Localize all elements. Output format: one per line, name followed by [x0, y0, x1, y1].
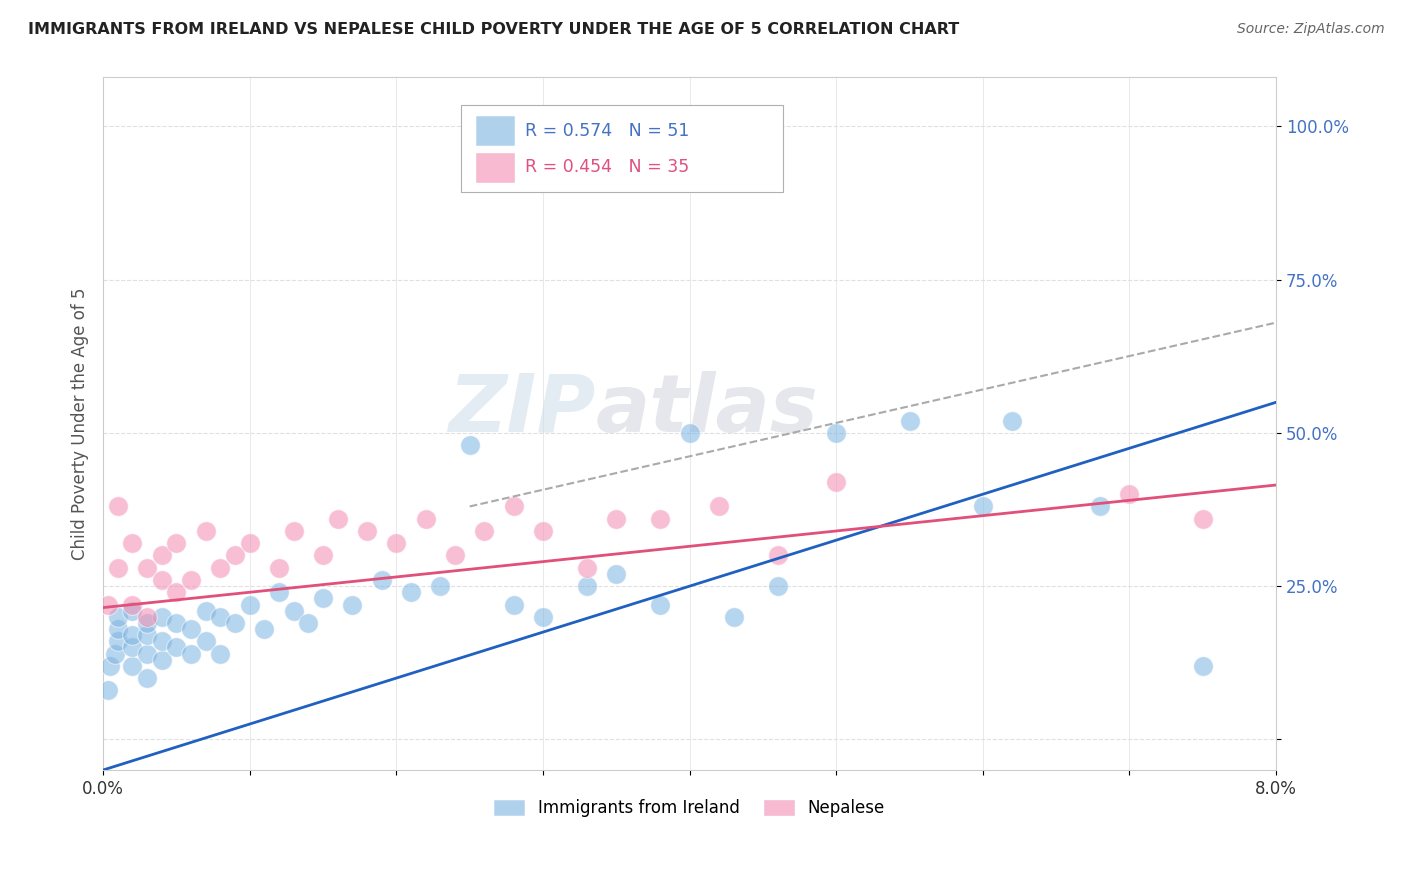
- Point: [165, 640, 187, 655]
- Point: [180, 647, 202, 661]
- Point: [502, 500, 524, 514]
- Point: [150, 549, 173, 563]
- Point: [121, 640, 143, 655]
- Point: [312, 591, 335, 606]
- Point: [107, 500, 129, 514]
- Point: [766, 549, 789, 563]
- Point: [678, 425, 700, 440]
- Point: [531, 609, 554, 624]
- Point: [267, 585, 290, 599]
- Point: [100, 658, 122, 673]
- Point: [107, 560, 129, 574]
- Point: [136, 609, 159, 624]
- Point: [121, 604, 143, 618]
- Text: Source: ZipAtlas.com: Source: ZipAtlas.com: [1237, 22, 1385, 37]
- Point: [472, 524, 495, 538]
- Y-axis label: Child Poverty Under the Age of 5: Child Poverty Under the Age of 5: [72, 287, 89, 560]
- Point: [136, 671, 159, 685]
- Point: [194, 604, 217, 618]
- Text: atlas: atlas: [596, 371, 818, 449]
- Point: [96, 683, 118, 698]
- Point: [107, 622, 129, 636]
- Text: R = 0.454   N = 35: R = 0.454 N = 35: [526, 159, 690, 177]
- Point: [121, 536, 143, 550]
- Point: [385, 536, 408, 550]
- Point: [458, 438, 481, 452]
- Point: [150, 573, 173, 587]
- Point: [356, 524, 378, 538]
- Point: [107, 634, 129, 648]
- FancyBboxPatch shape: [477, 153, 513, 182]
- Point: [575, 560, 598, 574]
- Point: [267, 560, 290, 574]
- Point: [107, 609, 129, 624]
- Point: [399, 585, 422, 599]
- Point: [444, 549, 467, 563]
- Point: [297, 615, 319, 630]
- Point: [253, 622, 276, 636]
- Point: [209, 560, 232, 574]
- Point: [136, 560, 159, 574]
- Point: [575, 579, 598, 593]
- Point: [239, 598, 262, 612]
- Point: [150, 609, 173, 624]
- FancyBboxPatch shape: [461, 105, 783, 192]
- Point: [1001, 414, 1024, 428]
- Point: [194, 634, 217, 648]
- Point: [1191, 658, 1213, 673]
- Point: [605, 566, 627, 581]
- Point: [209, 647, 232, 661]
- Point: [121, 628, 143, 642]
- Point: [1118, 487, 1140, 501]
- Point: [209, 609, 232, 624]
- Point: [150, 653, 173, 667]
- Point: [283, 604, 305, 618]
- Point: [342, 598, 364, 612]
- Point: [650, 598, 672, 612]
- Point: [312, 549, 335, 563]
- Point: [165, 585, 187, 599]
- Point: [650, 512, 672, 526]
- Point: [1191, 512, 1213, 526]
- Point: [370, 573, 392, 587]
- Point: [121, 658, 143, 673]
- Point: [224, 615, 246, 630]
- Point: [165, 536, 187, 550]
- Point: [136, 628, 159, 642]
- Point: [121, 598, 143, 612]
- Point: [723, 609, 745, 624]
- Point: [136, 615, 159, 630]
- Point: [136, 647, 159, 661]
- Point: [104, 647, 127, 661]
- Text: R = 0.574   N = 51: R = 0.574 N = 51: [526, 122, 690, 140]
- Point: [150, 634, 173, 648]
- Point: [283, 524, 305, 538]
- Text: IMMIGRANTS FROM IRELAND VS NEPALESE CHILD POVERTY UNDER THE AGE OF 5 CORRELATION: IMMIGRANTS FROM IRELAND VS NEPALESE CHIL…: [28, 22, 959, 37]
- Point: [825, 475, 848, 489]
- Point: [972, 500, 994, 514]
- Point: [180, 622, 202, 636]
- Point: [194, 524, 217, 538]
- Point: [825, 425, 848, 440]
- Point: [429, 579, 451, 593]
- Point: [766, 579, 789, 593]
- Point: [326, 512, 349, 526]
- Text: ZIP: ZIP: [449, 371, 596, 449]
- Point: [415, 512, 437, 526]
- Point: [1088, 500, 1111, 514]
- Point: [707, 500, 730, 514]
- Point: [531, 524, 554, 538]
- Point: [224, 549, 246, 563]
- Point: [605, 512, 627, 526]
- Point: [239, 536, 262, 550]
- FancyBboxPatch shape: [477, 116, 513, 145]
- Point: [502, 598, 524, 612]
- Point: [180, 573, 202, 587]
- Legend: Immigrants from Ireland, Nepalese: Immigrants from Ireland, Nepalese: [488, 793, 891, 824]
- Point: [165, 615, 187, 630]
- Point: [96, 598, 118, 612]
- Point: [898, 414, 921, 428]
